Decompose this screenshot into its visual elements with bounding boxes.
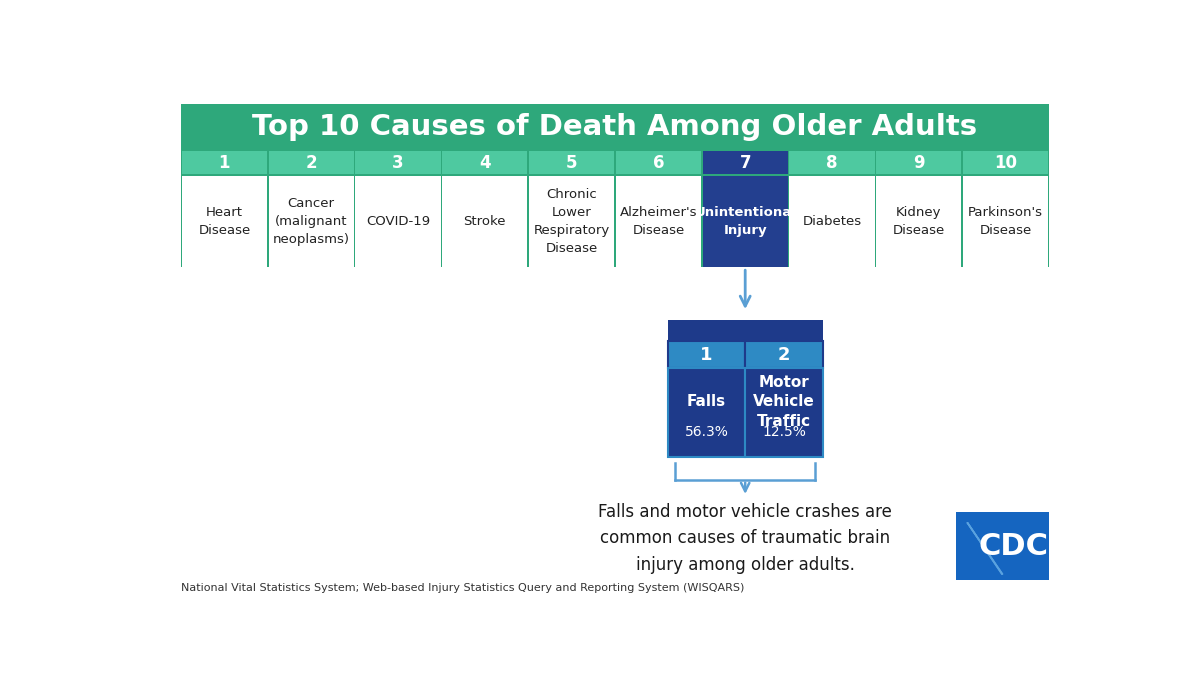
Bar <box>616 151 701 174</box>
Bar <box>529 176 614 267</box>
Text: 9: 9 <box>913 154 925 171</box>
Text: 5: 5 <box>566 154 577 171</box>
Bar <box>442 151 528 174</box>
Bar <box>790 176 875 267</box>
Bar <box>269 151 354 174</box>
Text: National Vital Statistics System; Web-based Injury Statistics Query and Reportin: National Vital Statistics System; Web-ba… <box>181 583 744 593</box>
Bar <box>269 176 354 267</box>
Bar <box>181 104 1049 267</box>
Text: Top 10 Causes of Death Among Older Adults: Top 10 Causes of Death Among Older Adult… <box>252 113 978 141</box>
Text: COVID-19: COVID-19 <box>366 215 430 227</box>
Text: Motor
Vehicle
Traffic: Motor Vehicle Traffic <box>754 375 815 429</box>
Text: Heart
Disease: Heart Disease <box>198 206 251 237</box>
Text: 6: 6 <box>653 154 664 171</box>
Bar <box>702 176 788 267</box>
Bar <box>181 151 268 174</box>
Text: Alzheimer's
Disease: Alzheimer's Disease <box>619 206 697 237</box>
Bar <box>962 176 1049 267</box>
Text: 56.3%: 56.3% <box>684 425 728 439</box>
Text: 2: 2 <box>305 154 317 171</box>
Bar <box>876 176 961 267</box>
Text: 3: 3 <box>392 154 404 171</box>
Text: 1: 1 <box>701 346 713 364</box>
Bar <box>529 151 614 174</box>
Text: Cancer
(malignant
neoplasms): Cancer (malignant neoplasms) <box>272 196 349 246</box>
Text: CDC: CDC <box>979 532 1049 560</box>
Text: 10: 10 <box>994 154 1018 171</box>
Bar <box>962 151 1049 174</box>
Text: Diabetes: Diabetes <box>803 215 862 227</box>
Bar <box>956 512 1049 580</box>
Text: Falls: Falls <box>686 394 726 409</box>
Bar <box>876 151 961 174</box>
Bar <box>355 151 440 174</box>
Bar <box>182 106 1048 148</box>
Bar <box>667 342 745 368</box>
Text: 7: 7 <box>739 154 751 171</box>
Bar <box>790 151 875 174</box>
Text: Chronic
Lower
Respiratory
Disease: Chronic Lower Respiratory Disease <box>534 188 610 254</box>
Text: Unintentional
Injury: Unintentional Injury <box>695 206 796 237</box>
Text: Parkinson's
Disease: Parkinson's Disease <box>968 206 1043 237</box>
Text: 1: 1 <box>218 154 230 171</box>
Text: 12.5%: 12.5% <box>762 425 806 439</box>
Bar <box>702 151 788 174</box>
Text: Stroke: Stroke <box>463 215 506 227</box>
Text: Kidney
Disease: Kidney Disease <box>893 206 944 237</box>
Text: 8: 8 <box>827 154 838 171</box>
Bar <box>181 176 268 267</box>
Bar <box>442 176 528 267</box>
Text: 4: 4 <box>479 154 491 171</box>
Bar <box>745 368 823 457</box>
Text: Falls and motor vehicle crashes are
common causes of traumatic brain
injury amon: Falls and motor vehicle crashes are comm… <box>599 503 892 574</box>
Bar <box>667 368 745 457</box>
Bar <box>355 176 440 267</box>
Bar <box>616 176 701 267</box>
Bar <box>745 342 823 368</box>
Text: 2: 2 <box>778 346 791 364</box>
Bar <box>667 320 823 342</box>
